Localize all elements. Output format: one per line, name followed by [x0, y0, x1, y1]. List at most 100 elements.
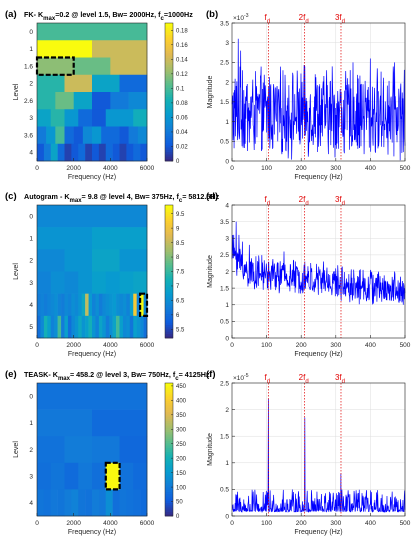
- heatmap-cell: [64, 293, 69, 317]
- y-tick-label: 1: [225, 302, 229, 309]
- heatmap-cell: [43, 315, 48, 339]
- colorbar-step: [165, 462, 173, 466]
- colorbar-step: [165, 222, 173, 226]
- heatmap-cell: [92, 143, 100, 162]
- colorbar-step: [165, 264, 173, 268]
- colorbar-tick-label: 0.16: [176, 43, 188, 49]
- colorbar-tick-label: 7.5: [176, 270, 185, 276]
- colorbar-step: [165, 89, 173, 93]
- y-tick-label: 2: [29, 447, 33, 454]
- heatmap-cell: [128, 126, 139, 145]
- colorbar-step: [165, 240, 173, 244]
- heatmap-cell: [140, 143, 148, 162]
- heatmap-cell: [112, 143, 120, 162]
- heatmap-cell: [119, 315, 124, 339]
- heatmap-cell: [64, 249, 93, 272]
- colorbar-step: [165, 29, 173, 33]
- heatmap-cell: [40, 315, 45, 339]
- panel-label: (f): [206, 369, 216, 380]
- colorbar-step: [165, 242, 173, 246]
- heatmap-cell: [37, 205, 148, 228]
- heatmap-cell: [50, 315, 55, 339]
- colorbar-step: [165, 85, 173, 88]
- heatmap-cell: [37, 74, 65, 93]
- y-tick-label: 2.5: [220, 380, 229, 387]
- x-axis-label: Frequency (Hz): [68, 174, 116, 181]
- heatmap-cell: [37, 57, 74, 76]
- x-tick-label: 6000: [140, 342, 155, 349]
- y-tick-label: 1: [225, 460, 229, 467]
- y-tick-label: 2.6: [24, 98, 33, 105]
- highlight-box: [104, 461, 121, 491]
- colorbar-step: [165, 491, 173, 495]
- colorbar-step: [165, 391, 173, 395]
- heatmap-cell: [54, 293, 58, 317]
- colorbar-step: [165, 453, 173, 457]
- colorbar-step: [165, 396, 173, 399]
- colorbar-step: [165, 331, 173, 334]
- heatmap-cell: [119, 143, 127, 162]
- x-tick-label: 300: [330, 520, 341, 527]
- colorbar-step: [165, 273, 173, 277]
- heatmap-cell: [98, 143, 107, 162]
- colorbar-step: [165, 144, 173, 148]
- heatmap-cell: [119, 109, 134, 127]
- colorbar-step: [165, 251, 173, 255]
- colorbar-step: [165, 295, 173, 299]
- heatmap-cell: [64, 271, 79, 294]
- heatmap-cell: [50, 293, 55, 317]
- colorbar-step: [165, 438, 173, 442]
- y-tick-label: 4: [29, 500, 33, 507]
- harmonic-marker-label: fd: [265, 13, 271, 25]
- heatmap-cell: [64, 109, 79, 127]
- colorbar-tick-label: 400: [176, 399, 187, 405]
- colorbar-tick-label: 50: [176, 500, 183, 506]
- colorbar-step: [165, 224, 173, 228]
- colorbar-step: [165, 436, 173, 439]
- colorbar-step: [165, 504, 173, 508]
- colorbar-step: [165, 400, 173, 404]
- colorbar-step: [165, 64, 173, 68]
- colorbar-step: [165, 25, 173, 28]
- colorbar-tick-label: 6.5: [176, 299, 185, 305]
- colorbar-step: [165, 71, 173, 74]
- heatmap-cell: [37, 92, 56, 110]
- panel-label: (d): [206, 191, 218, 202]
- heatmap-cell: [119, 489, 127, 517]
- colorbar-step: [165, 101, 173, 104]
- colorbar-step: [165, 440, 173, 444]
- heatmap-cell: [102, 293, 107, 317]
- colorbar-step: [165, 209, 173, 213]
- colorbar-tick-label: 250: [176, 442, 187, 448]
- colorbar-step: [165, 293, 173, 297]
- colorbar-step: [165, 140, 173, 143]
- heatmap-cell: [37, 436, 65, 464]
- colorbar-tick-label: 100: [176, 485, 187, 491]
- colorbar-tick-label: 0.04: [176, 130, 188, 136]
- colorbar-step: [165, 96, 173, 100]
- colorbar-step: [165, 247, 173, 250]
- x-tick-label: 100: [261, 520, 272, 527]
- y-tick-label: 1: [225, 119, 229, 126]
- colorbar-tick-label: 8: [176, 255, 180, 261]
- colorbar-step: [165, 333, 173, 337]
- heatmap-cell: [92, 489, 100, 517]
- colorbar-step: [165, 387, 173, 391]
- y-tick-label: 1: [29, 236, 33, 243]
- heatmap-cell: [119, 249, 148, 272]
- series-line: [231, 398, 406, 514]
- colorbar-step: [165, 23, 173, 26]
- x-axis-label: Frequency (Hz): [68, 529, 116, 536]
- colorbar-tick-label: 350: [176, 413, 187, 419]
- heatmap-cell: [112, 315, 117, 339]
- heatmap-cell: [37, 271, 52, 294]
- heatmap-cell: [92, 409, 148, 437]
- colorbar-step: [165, 131, 173, 134]
- colorbar-step: [165, 115, 173, 118]
- colorbar-step: [165, 398, 173, 402]
- y-tick-label: 3.5: [220, 219, 229, 226]
- heatmap-cell: [71, 489, 79, 517]
- x-tick-label: 6000: [140, 520, 155, 527]
- colorbar-frame: [164, 22, 174, 162]
- colorbar-step: [165, 227, 173, 230]
